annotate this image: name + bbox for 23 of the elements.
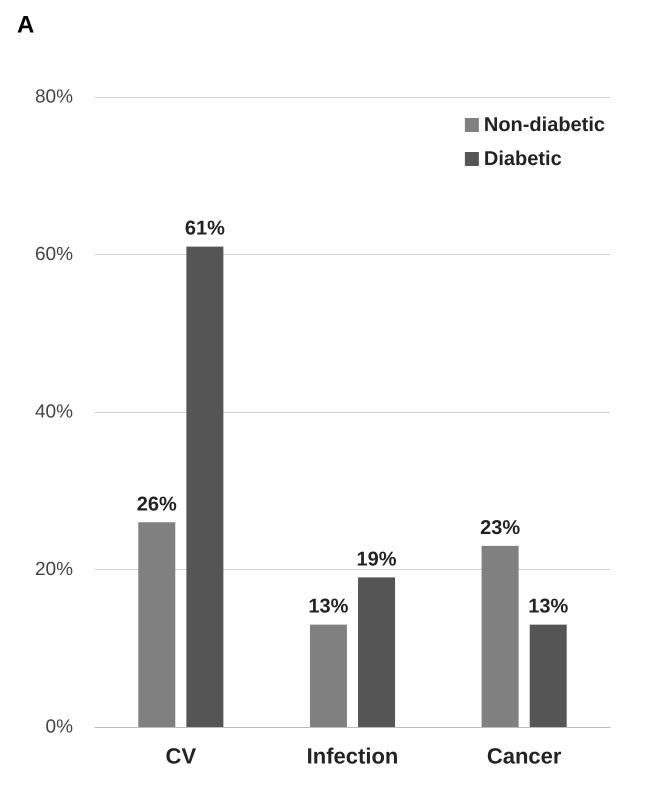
bar — [138, 522, 176, 727]
legend-label: Diabetic — [484, 148, 562, 170]
x-tick-label: Infection — [306, 744, 398, 768]
data-label: 13% — [308, 596, 349, 618]
bar — [310, 624, 347, 727]
y-tick-label: 80% — [34, 86, 74, 108]
legend-label: Non-diabetic — [484, 114, 606, 136]
data-label: 23% — [480, 516, 520, 539]
bar — [186, 246, 224, 727]
y-tick-label: 20% — [34, 559, 74, 580]
data-label: 13% — [528, 596, 568, 618]
data-label: 61% — [184, 218, 226, 240]
chart-title: A — [17, 12, 34, 38]
data-label: 26% — [136, 493, 178, 516]
y-tick-label: 0% — [46, 716, 74, 738]
x-tick-label: CV — [166, 744, 196, 768]
bar — [482, 546, 519, 727]
y-tick-label: 60% — [34, 244, 74, 265]
data-label: 19% — [356, 548, 397, 570]
bar — [358, 577, 396, 727]
bar — [530, 624, 567, 727]
x-tick-label: Cancer — [486, 744, 562, 768]
y-tick-label: 40% — [34, 402, 74, 422]
